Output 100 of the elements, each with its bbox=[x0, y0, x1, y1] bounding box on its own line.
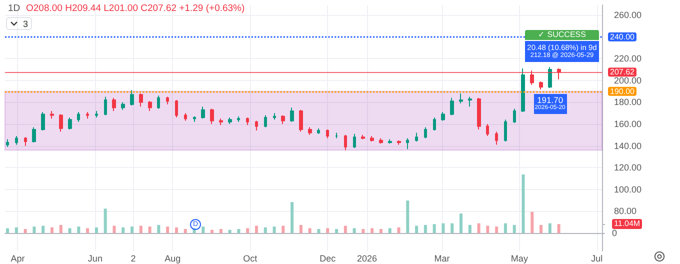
candlestick bbox=[139, 93, 143, 108]
candlestick bbox=[166, 96, 169, 105]
candlestick bbox=[112, 97, 116, 112]
bar bbox=[139, 226, 142, 234]
candlestick bbox=[335, 132, 338, 139]
bar bbox=[352, 228, 356, 234]
candlestick bbox=[201, 106, 205, 120]
candlestick bbox=[361, 134, 365, 140]
candlestick bbox=[433, 116, 436, 132]
candlestick bbox=[397, 140, 401, 146]
y2-tick-label: 0 bbox=[612, 228, 618, 238]
candlestick bbox=[273, 112, 276, 120]
candlestick bbox=[521, 68, 525, 113]
bar bbox=[184, 229, 187, 234]
bar bbox=[486, 226, 490, 234]
bar bbox=[548, 223, 552, 234]
candlestick bbox=[175, 100, 178, 118]
bar bbox=[59, 224, 62, 234]
candlestick bbox=[468, 96, 472, 108]
candlestick bbox=[24, 136, 27, 146]
candlestick bbox=[344, 134, 347, 151]
candlestick bbox=[424, 126, 427, 139]
bar bbox=[104, 208, 107, 234]
bar bbox=[264, 227, 267, 234]
bar bbox=[219, 229, 222, 234]
bar bbox=[122, 227, 125, 234]
bar bbox=[406, 200, 410, 234]
bar bbox=[272, 226, 276, 234]
bar bbox=[42, 226, 45, 234]
x-tick-label: Jun bbox=[88, 254, 102, 264]
bar bbox=[477, 223, 480, 234]
bar bbox=[299, 224, 302, 234]
bar bbox=[397, 227, 400, 234]
candlestick bbox=[237, 116, 240, 122]
candlestick bbox=[379, 138, 383, 144]
y-tick-label: 120.00 bbox=[614, 162, 642, 173]
candlestick bbox=[255, 120, 258, 132]
bar bbox=[424, 224, 427, 234]
candlestick bbox=[504, 119, 507, 142]
candlestick bbox=[50, 110, 54, 120]
candlestick bbox=[130, 90, 134, 106]
bar bbox=[166, 226, 170, 234]
candlestick bbox=[370, 136, 374, 142]
candlestick bbox=[317, 128, 320, 134]
bar bbox=[174, 227, 178, 234]
bar bbox=[68, 228, 72, 234]
bar bbox=[148, 226, 152, 234]
candlestick bbox=[281, 114, 285, 125]
y-tick-label: 100.00 bbox=[614, 184, 642, 194]
x-tick-label: 2026 bbox=[356, 254, 378, 264]
candlestick bbox=[32, 126, 36, 144]
bar bbox=[432, 224, 436, 234]
candlestick bbox=[353, 133, 356, 148]
ref-line-label: 190.00 bbox=[610, 86, 636, 96]
bar bbox=[317, 229, 320, 234]
bar bbox=[210, 230, 214, 234]
bar bbox=[246, 228, 250, 234]
candlestick bbox=[388, 138, 392, 144]
bar bbox=[14, 227, 18, 234]
x-tick-label: Dec bbox=[320, 254, 336, 264]
candlestick bbox=[450, 97, 454, 116]
bar bbox=[50, 227, 54, 234]
bar bbox=[530, 212, 534, 234]
chart-subtitle: 1D bbox=[8, 3, 20, 14]
bar bbox=[379, 229, 382, 234]
y2-tick-label: 11.04M bbox=[612, 219, 642, 230]
callout-box: 191.70 bbox=[534, 94, 567, 106]
candlestick bbox=[290, 107, 294, 122]
bar bbox=[442, 223, 445, 234]
y-tick-label: 260.00 bbox=[614, 10, 642, 20]
x-tick-label: Aug bbox=[164, 254, 181, 264]
candlestick bbox=[77, 112, 80, 122]
bar bbox=[326, 228, 330, 234]
annotation: O208.00 H209.44 L201.00 C207.62 +1.29 (+0.63%) bbox=[26, 3, 245, 14]
candlestick bbox=[86, 112, 89, 120]
candlestick bbox=[548, 66, 552, 89]
status-badge: ✓ SUCCESS bbox=[525, 30, 599, 40]
y-tick-label: 140.00 bbox=[614, 140, 642, 151]
y-tick-label: 180.00 bbox=[614, 97, 642, 108]
candlestick bbox=[228, 116, 232, 125]
candlestick bbox=[246, 116, 249, 126]
bar bbox=[112, 226, 116, 234]
bar bbox=[460, 214, 463, 234]
candlestick bbox=[441, 112, 445, 122]
candlestick bbox=[406, 138, 409, 150]
candlestick bbox=[95, 110, 98, 118]
y-tick-label: 80.00 bbox=[614, 206, 637, 216]
candlestick bbox=[193, 116, 196, 122]
candlestick bbox=[486, 124, 489, 137]
bar bbox=[308, 228, 312, 234]
bar bbox=[77, 226, 80, 234]
bar bbox=[32, 226, 36, 234]
bar bbox=[540, 224, 543, 234]
bar bbox=[370, 228, 374, 234]
ref-line-label: 207.62 bbox=[610, 68, 636, 77]
y-tick-label: 160.00 bbox=[614, 119, 642, 130]
candlestick bbox=[210, 108, 214, 125]
x-tick-label: Jul bbox=[591, 254, 603, 264]
candlestick bbox=[459, 93, 463, 104]
candlestick bbox=[513, 108, 516, 124]
